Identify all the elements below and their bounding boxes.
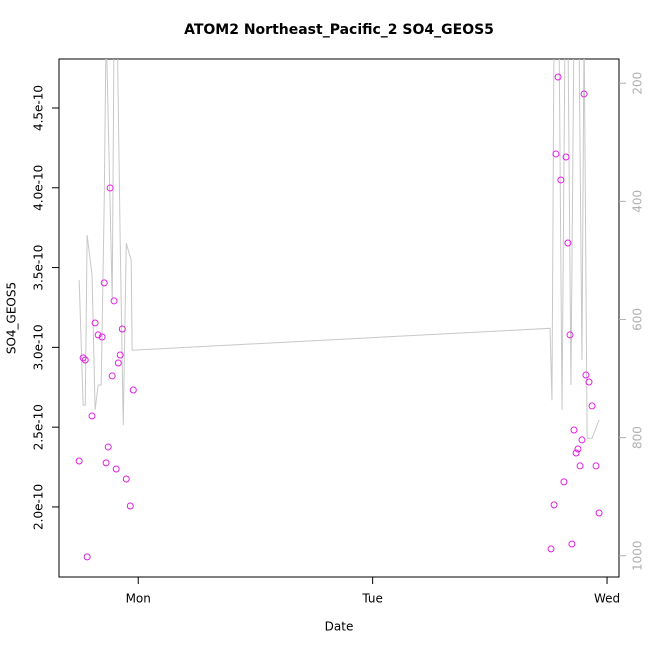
point xyxy=(83,553,91,561)
y-tick-label: 4.0e-10 xyxy=(32,165,46,211)
x-tick-label: Mon xyxy=(126,592,151,606)
plot-frame xyxy=(58,58,620,578)
point xyxy=(118,325,126,333)
point xyxy=(552,150,560,158)
point xyxy=(554,73,562,81)
point xyxy=(106,184,114,192)
point xyxy=(550,501,558,509)
point xyxy=(81,356,89,364)
point xyxy=(572,449,580,457)
point xyxy=(562,153,570,161)
point xyxy=(582,371,590,379)
point xyxy=(112,465,120,473)
point xyxy=(108,372,116,380)
point xyxy=(595,509,603,517)
x-tick-label: Tue xyxy=(361,592,383,606)
point xyxy=(564,239,572,247)
point xyxy=(574,445,582,453)
point xyxy=(568,540,576,548)
point xyxy=(79,354,87,362)
point xyxy=(557,176,565,184)
point xyxy=(102,459,110,467)
y2-tick-label: 800 xyxy=(631,426,645,449)
y-tick-label: 3.0e-10 xyxy=(32,324,46,370)
y-axis-label: SO4_GEOS5 xyxy=(5,282,19,354)
point xyxy=(588,402,596,410)
y-tick-label: 3.5e-10 xyxy=(32,245,46,291)
point xyxy=(122,475,130,483)
y-tick-label: 2.0e-10 xyxy=(32,484,46,530)
point xyxy=(592,462,600,470)
y2-tick-label: 1000 xyxy=(631,540,645,571)
point xyxy=(560,478,568,486)
point xyxy=(114,359,122,367)
line xyxy=(78,59,600,439)
y2-tick-label: 600 xyxy=(631,308,645,331)
point xyxy=(98,333,106,341)
plot-area xyxy=(75,59,603,561)
point xyxy=(570,426,578,434)
chart-title: ATOM2 Northeast_Pacific_2 SO4_GEOS5 xyxy=(184,22,494,38)
point xyxy=(547,545,555,553)
point xyxy=(75,457,83,465)
point xyxy=(88,412,96,420)
point xyxy=(580,90,588,98)
y-tick-label: 2.5e-10 xyxy=(32,404,46,450)
point xyxy=(104,443,112,451)
point xyxy=(116,351,124,359)
point xyxy=(94,331,102,339)
point xyxy=(576,462,584,470)
point xyxy=(126,502,134,510)
x-tick-label: Wed xyxy=(594,592,620,606)
x-axis-label: Date xyxy=(325,620,354,634)
y2-tick-label: 400 xyxy=(631,190,645,213)
point xyxy=(110,297,118,305)
point xyxy=(566,331,574,339)
point xyxy=(100,279,108,287)
y2-tick-label: 200 xyxy=(631,72,645,95)
point xyxy=(91,319,99,327)
y-tick-label: 4.5e-10 xyxy=(32,85,46,131)
point xyxy=(585,378,593,386)
point xyxy=(578,436,586,444)
point xyxy=(129,386,137,394)
